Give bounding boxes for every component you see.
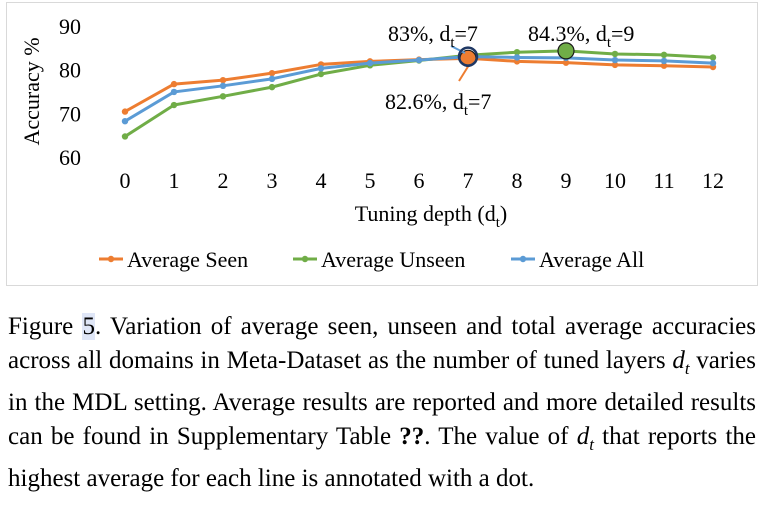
x-tick-label: 4 (316, 168, 327, 193)
chart-frame: 60 70 80 90 0 1 2 3 4 5 6 7 8 9 10 11 12 Accuracy % Tuning… (6, 2, 758, 286)
y-tick-label: 70 (59, 101, 81, 126)
data-point (170, 80, 178, 88)
data-point (513, 54, 521, 61)
data-point (660, 51, 668, 59)
data-point (513, 49, 521, 56)
data-point (709, 54, 717, 61)
y-tick-label: 90 (59, 14, 81, 39)
data-point (317, 65, 325, 72)
data-point (121, 108, 129, 115)
caption-var-2: d (576, 423, 590, 450)
caption-table-ref[interactable]: ?? (399, 423, 425, 450)
data-point (170, 101, 178, 109)
data-point (562, 59, 570, 66)
caption-text-2: varies in the MDL setting. Average resul… (8, 347, 756, 450)
caption-figure-number[interactable]: 5 (82, 313, 95, 340)
caption-var-1-sub: t (684, 359, 690, 378)
caption-var-1: d (672, 347, 685, 374)
x-tick-label: 8 (512, 168, 523, 193)
legend-label: Average Seen (127, 247, 248, 272)
data-point (219, 93, 227, 100)
legend-marker (301, 255, 309, 263)
data-point (611, 56, 619, 64)
data-point (219, 82, 227, 90)
best-marker (557, 42, 575, 60)
data-point (121, 117, 129, 125)
annotation-label: 82.6%, dt=7 (385, 89, 491, 119)
legend-marker (107, 255, 115, 263)
caption-var-2-sub: t (589, 435, 594, 454)
annotation-leader (458, 64, 470, 82)
data-point (415, 56, 423, 64)
annotation-label: 83%, dt=7 (388, 21, 478, 51)
caption-text-4: that reports the highest average for eac… (8, 423, 756, 492)
caption-text-1: . Variation of average seen, unseen and … (8, 313, 756, 374)
data-point (268, 75, 276, 83)
data-point (611, 50, 619, 58)
data-point (268, 83, 276, 91)
data-point (219, 76, 227, 84)
caption-figure-label: Figure (8, 313, 83, 340)
legend-label: Average All (539, 247, 644, 272)
data-point (317, 70, 325, 78)
x-tick-label: 5 (365, 168, 376, 193)
data-point (660, 62, 668, 69)
data-point (268, 69, 276, 77)
x-tick-label: 3 (267, 168, 278, 193)
x-tick-label: 12 (702, 168, 724, 193)
x-tick-label: 10 (604, 168, 626, 193)
legend-marker (519, 255, 527, 263)
x-tick-label: 7 (463, 168, 474, 193)
y-axis-label: Accuracy % (19, 37, 44, 145)
data-point (121, 133, 129, 140)
y-tick-label: 60 (59, 145, 81, 170)
data-point (366, 59, 374, 67)
x-axis-label: Tuning depth (dt) (355, 201, 507, 231)
x-tick-label: 9 (561, 168, 572, 193)
legend-label: Average Unseen (321, 247, 465, 272)
data-point (709, 59, 717, 67)
x-tick-label: 11 (653, 168, 674, 193)
figure-caption: Figure 5. Variation of average seen, uns… (8, 310, 756, 496)
annotation-leader (450, 45, 466, 54)
y-tick-label: 80 (59, 58, 81, 83)
x-tick-label: 6 (414, 168, 425, 193)
data-point (611, 61, 619, 69)
best-marker (457, 46, 479, 67)
data-point (170, 88, 178, 96)
x-tick-label: 2 (218, 168, 229, 193)
x-tick-label: 1 (169, 168, 180, 193)
caption-text-3: . The value of (424, 423, 577, 450)
annotation-label: 84.3%, dt=9 (528, 21, 634, 51)
data-point (660, 57, 668, 65)
x-tick-label: 0 (120, 168, 131, 193)
